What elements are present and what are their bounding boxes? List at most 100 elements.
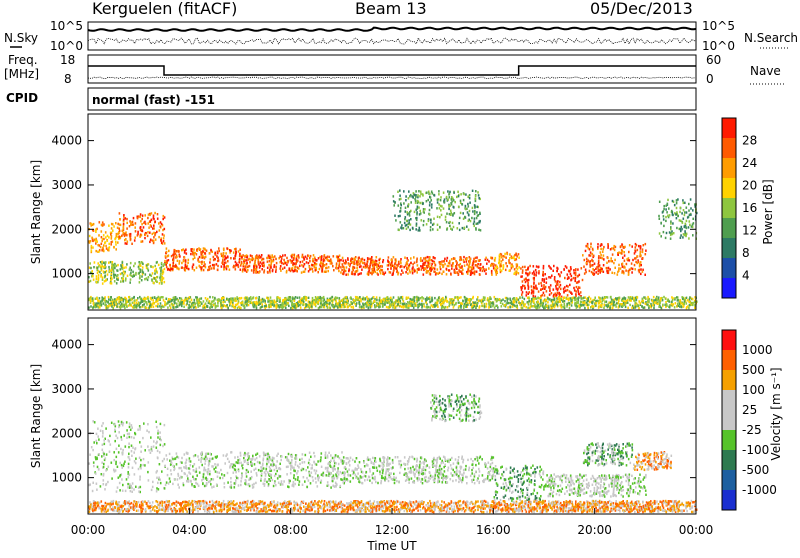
heat-cell: [156, 447, 158, 449]
heat-cell: [478, 229, 480, 231]
heat-cell: [590, 298, 592, 300]
heat-cell: [482, 300, 484, 302]
heat-cell: [420, 257, 422, 259]
heat-cell: [631, 307, 633, 309]
heat-cell: [301, 301, 303, 303]
heat-cell: [615, 305, 617, 307]
heat-cell: [154, 221, 156, 223]
heat-cell: [359, 306, 361, 308]
heat-cell: [688, 209, 690, 211]
heat-cell: [243, 258, 245, 260]
heat-cell: [491, 270, 493, 272]
heat-cell: [557, 268, 559, 270]
heat-cell: [674, 204, 676, 206]
heat-cell: [309, 266, 311, 268]
heat-cell: [692, 234, 694, 236]
heat-cell: [364, 262, 366, 264]
heat-cell: [468, 205, 470, 207]
heat-cell: [350, 296, 352, 298]
heat-cell: [627, 299, 629, 301]
heat-cell: [692, 218, 694, 220]
heat-cell: [603, 254, 605, 256]
heat-cell: [117, 279, 119, 281]
heat-cell: [506, 265, 508, 267]
heat-cell: [176, 305, 178, 307]
heat-cell: [141, 275, 143, 277]
heat-cell: [363, 306, 365, 308]
heat-cell: [514, 297, 516, 299]
heat-cell: [442, 266, 444, 268]
heat-cell: [650, 305, 652, 307]
heat-cell: [518, 253, 520, 255]
heat-cell: [670, 232, 672, 234]
heat-cell: [458, 301, 460, 303]
heat-cell: [422, 193, 424, 195]
heat-cell: [140, 241, 142, 243]
heat-cell: [400, 296, 402, 298]
heat-cell: [409, 271, 411, 273]
heat-cell: [455, 302, 457, 304]
heat-cell: [627, 307, 629, 309]
heat-cell: [112, 261, 114, 263]
heat-cell: [505, 297, 507, 299]
heat-cell: [594, 297, 596, 299]
heat-cell: [549, 290, 551, 292]
heat-cell: [406, 257, 408, 259]
heat-cell: [579, 274, 581, 276]
heat-cell: [600, 251, 602, 253]
heat-cell: [156, 231, 158, 233]
heat-cell: [636, 244, 638, 246]
heat-cell: [113, 271, 115, 273]
heat-cell: [133, 437, 135, 439]
heat-cell: [240, 302, 242, 304]
heat-cell: [626, 263, 628, 265]
heat-cell: [395, 219, 397, 221]
heat-cell: [226, 304, 228, 306]
heat-cell: [546, 290, 548, 292]
heat-cell: [526, 291, 528, 293]
heat-cell: [682, 222, 684, 224]
heat-cell: [226, 247, 228, 249]
heat-cell: [446, 260, 448, 262]
heat-cell: [113, 459, 115, 461]
heat-cell: [127, 483, 129, 485]
heat-cell: [93, 306, 95, 308]
heat-cell: [250, 254, 252, 256]
heat-cell: [119, 218, 121, 220]
heat-cell: [126, 222, 128, 224]
heat-cell: [466, 263, 468, 265]
heat-cell: [185, 249, 187, 251]
heat-cell: [157, 276, 159, 278]
heat-cell: [96, 241, 98, 243]
heat-cell: [146, 301, 148, 303]
heat-cell: [129, 281, 131, 283]
heat-cell: [544, 288, 546, 290]
heat-cell: [429, 204, 431, 206]
heat-cell: [432, 228, 434, 230]
heat-cell: [610, 260, 612, 262]
heat-cell: [652, 304, 654, 306]
heat-cell: [309, 268, 311, 270]
heat-cell: [115, 222, 117, 224]
heat-cell: [279, 255, 281, 257]
heat-cell: [400, 305, 402, 307]
heat-cell: [173, 262, 175, 264]
heat-cell: [126, 306, 128, 308]
heat-cell: [524, 305, 526, 307]
heat-cell: [628, 274, 630, 276]
heat-cell: [427, 256, 429, 258]
heat-cell: [414, 262, 416, 264]
heat-cell: [210, 258, 212, 260]
heat-cell: [653, 307, 655, 309]
heat-cell: [683, 202, 685, 204]
heat-cell: [640, 254, 642, 256]
heat-cell: [292, 267, 294, 269]
heat-cell: [683, 303, 685, 305]
heat-cell: [99, 297, 101, 299]
heat-cell: [570, 273, 572, 275]
heat-cell: [405, 304, 407, 306]
heat-cell: [264, 305, 266, 307]
heat-cell: [543, 284, 545, 286]
heat-cell: [99, 271, 101, 273]
heat-cell: [414, 211, 416, 213]
